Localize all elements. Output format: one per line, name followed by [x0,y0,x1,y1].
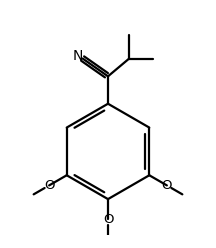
Text: O: O [44,179,54,192]
Text: O: O [162,179,172,192]
Text: N: N [73,49,84,62]
Text: O: O [103,213,113,226]
